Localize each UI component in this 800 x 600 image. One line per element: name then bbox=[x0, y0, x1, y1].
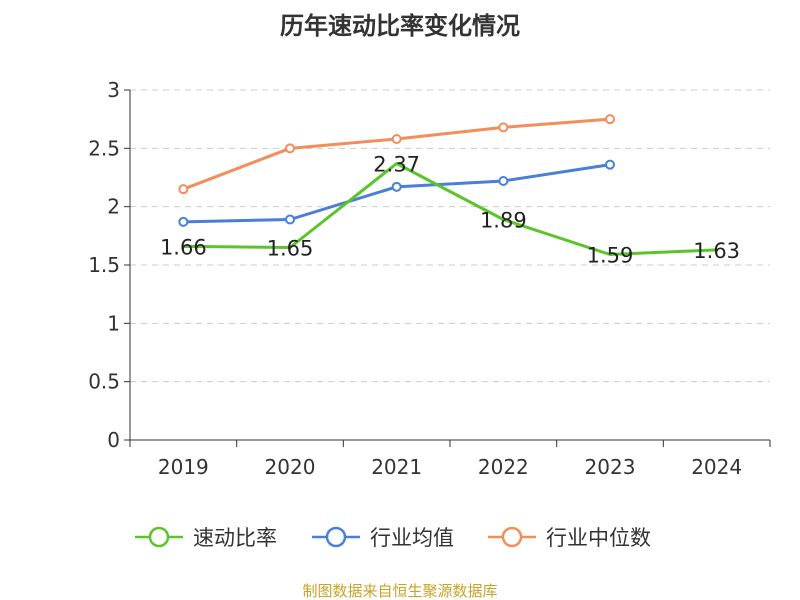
x-tick-label: 2019 bbox=[158, 455, 209, 479]
y-tick-label: 1 bbox=[107, 311, 120, 335]
axes: 0 0.5 1 1.5 2 2.5 3 2019 2020 2021 2022 2023 2024 bbox=[88, 78, 771, 479]
data-point bbox=[285, 214, 295, 225]
chart-title: 历年速动比率变化情况 bbox=[280, 12, 520, 40]
data-point bbox=[605, 114, 615, 125]
x-tick-label: 2023 bbox=[585, 455, 636, 479]
legend-marker-icon bbox=[148, 526, 170, 548]
data-point bbox=[498, 176, 509, 186]
data-point bbox=[391, 181, 402, 192]
data-point bbox=[285, 143, 295, 154]
data-label: 1.89 bbox=[480, 209, 527, 233]
data-point bbox=[605, 159, 615, 170]
legend[interactable]: 速动比率 行业均值 行业中位数 bbox=[135, 526, 651, 550]
x-tick-label: 2021 bbox=[371, 455, 422, 479]
data-label: 2.37 bbox=[373, 153, 420, 177]
data-point bbox=[178, 216, 189, 227]
series-layer bbox=[178, 114, 719, 256]
legend-marker-icon bbox=[325, 526, 347, 548]
series-line bbox=[181, 162, 719, 256]
data-labels: 1.66 1.65 2.37 1.89 1.59 1.63 bbox=[160, 153, 740, 268]
data-point bbox=[498, 122, 509, 133]
data-point bbox=[391, 134, 402, 144]
legend-label: 速动比率 bbox=[193, 526, 277, 550]
data-point bbox=[178, 184, 189, 195]
legend-item[interactable]: 行业均值 bbox=[312, 526, 454, 550]
x-tick-label: 2022 bbox=[478, 455, 529, 479]
source-note: 制图数据来自恒生聚源数据库 bbox=[302, 582, 497, 600]
legend-label: 行业中位数 bbox=[546, 526, 651, 550]
x-tick-label: 2024 bbox=[691, 455, 742, 479]
y-tick-label: 3 bbox=[107, 78, 120, 102]
data-label: 1.59 bbox=[587, 244, 634, 268]
y-tick-label: 0 bbox=[107, 428, 120, 452]
legend-item[interactable]: 行业中位数 bbox=[488, 526, 651, 550]
data-label: 1.63 bbox=[693, 239, 740, 263]
grid bbox=[130, 89, 770, 383]
legend-marker-icon bbox=[501, 526, 523, 548]
data-label: 1.65 bbox=[267, 237, 314, 261]
y-tick-label: 2 bbox=[107, 195, 120, 219]
x-tick-label: 2020 bbox=[265, 455, 316, 479]
y-tick-label: 0.5 bbox=[88, 370, 120, 394]
legend-label: 行业均值 bbox=[370, 526, 454, 550]
data-label: 1.66 bbox=[160, 235, 207, 259]
y-tick-label: 2.5 bbox=[88, 136, 120, 160]
legend-item[interactable]: 速动比率 bbox=[135, 526, 277, 550]
y-tick-label: 1.5 bbox=[88, 253, 120, 277]
